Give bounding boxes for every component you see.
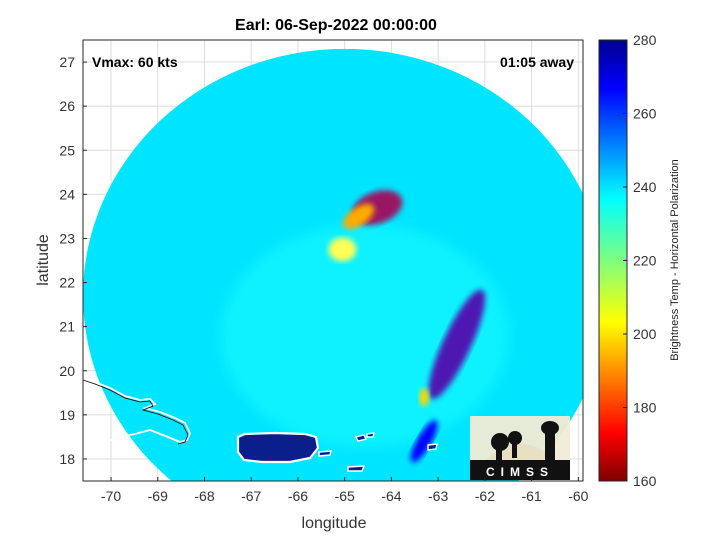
hispaniola-outline-black	[83, 379, 189, 445]
y-tick-label: 27	[59, 54, 75, 70]
chart-title: Earl: 06-Sep-2022 00:00:00	[235, 17, 437, 34]
colorbar-tick-label: 260	[633, 106, 657, 122]
feature-rainband-east	[428, 289, 486, 399]
colorbar-tick-label: 160	[633, 473, 657, 489]
plot-frame	[82, 39, 584, 482]
x-axis-label: longitude	[302, 515, 367, 532]
y-tick-label: 22	[59, 275, 75, 291]
x-tick-label: -68	[194, 488, 214, 504]
x-axis-ticks: -70 -69 -68 -67 -66 -65 -64 -63 -62 -61 -60	[101, 477, 589, 504]
y-tick-label: 23	[59, 230, 75, 246]
colorbar-gradient	[598, 39, 628, 482]
colorbar-tick-label: 200	[633, 326, 657, 342]
x-tick-label: -60	[568, 488, 588, 504]
colorbar-label: Brightness Temp - Horizontal Polarizatio…	[669, 159, 681, 361]
colorbar-tick-label: 240	[633, 179, 657, 195]
y-axis-label: latitude	[35, 234, 52, 286]
hispaniola-outline	[83, 377, 191, 447]
vmax-annotation: Vmax: 60 kts	[92, 54, 178, 70]
vieques	[318, 450, 332, 457]
y-axis-ticks: 18 19 20 21 22 23 24 25 26 27	[59, 54, 87, 467]
y-tick-label: 26	[59, 98, 75, 114]
colorbar-tick-label: 280	[633, 32, 657, 48]
x-tick-label: -70	[101, 488, 121, 504]
virgin-islands	[347, 432, 438, 472]
cimss-logo: CIMSS	[470, 416, 570, 480]
x-tick-label: -67	[241, 488, 261, 504]
puerto-rico	[236, 431, 320, 464]
x-tick-label: -63	[428, 488, 448, 504]
cimss-logo-text: CIMSS	[486, 465, 554, 479]
x-tick-label: -66	[288, 488, 308, 504]
y-tick-label: 19	[59, 407, 75, 423]
colorbar-tick-label: 180	[633, 400, 657, 416]
colorbar: 160 180 200 220 240 260 280 Brightness Temp - …	[598, 32, 681, 489]
feature-eyewall-north	[343, 203, 375, 230]
y-tick-label: 20	[59, 363, 75, 379]
colorbar-tick-label: 220	[633, 253, 657, 269]
time-away-annotation: 01:05 away	[500, 54, 574, 70]
colorbar-ticks: 160 180 200 220 240 260 280	[623, 32, 657, 489]
storm-features	[328, 190, 486, 463]
feature-outer-band	[410, 420, 438, 463]
x-tick-label: -61	[521, 488, 541, 504]
y-tick-label: 18	[59, 451, 75, 467]
x-tick-label: -62	[475, 488, 495, 504]
x-tick-label: -65	[335, 488, 355, 504]
feature-convective-cell	[419, 388, 430, 407]
x-tick-label: -64	[381, 488, 401, 504]
feature-eye-core	[328, 237, 357, 262]
plot-area	[82, 39, 584, 482]
y-tick-label: 24	[59, 186, 75, 202]
x-tick-label: -69	[148, 488, 168, 504]
y-tick-label: 25	[59, 142, 75, 158]
y-tick-label: 21	[59, 319, 75, 335]
